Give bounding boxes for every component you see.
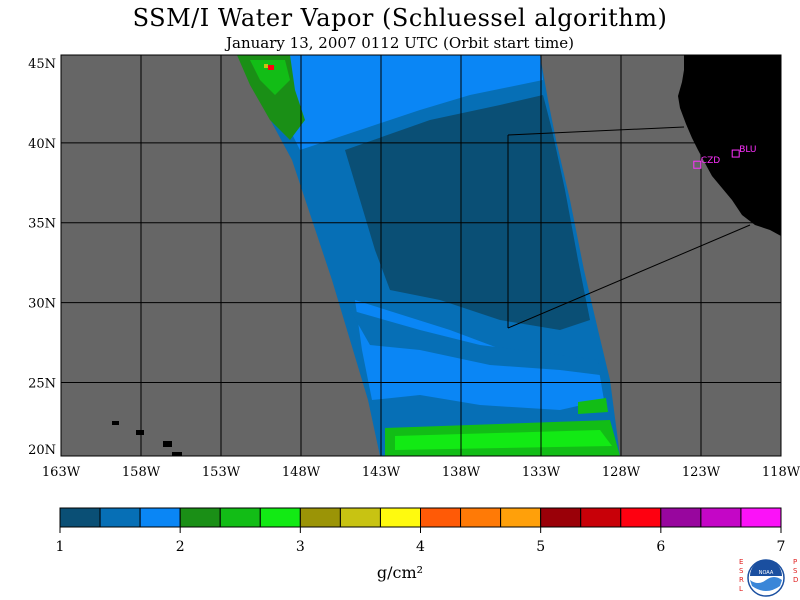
lon-tick-label: 118W (762, 465, 800, 480)
lon-tick-label: 133W (522, 465, 561, 480)
lat-tick-label: 20N (28, 443, 56, 458)
latitude-axis: 45N 40N 35N 30N 25N 20N (28, 57, 56, 458)
swath-red-spot (268, 65, 274, 70)
swath-bright-green-north (250, 60, 290, 95)
colorbar-swatch (660, 507, 702, 528)
longitude-axis: 163W 158W 153W 148W 143W 138W 133W 128W 123W 118W (42, 465, 800, 480)
swath-green-east (578, 398, 608, 414)
lon-tick-label: 158W (122, 465, 161, 480)
region-box (507, 126, 751, 329)
colorbar-tick-label: 7 (777, 539, 786, 555)
logo-wave (750, 577, 782, 591)
island (136, 430, 144, 435)
lat-tick-label: 35N (28, 217, 56, 232)
north-america-land (678, 55, 781, 236)
swath-yellow-spot (264, 64, 268, 68)
lon-tick-label: 123W (682, 465, 721, 480)
colorbar-swatch (740, 507, 782, 528)
colorbar-swatch (460, 507, 502, 528)
lat-tick-label: 25N (28, 377, 56, 392)
station-markers: CZD BLU (693, 145, 757, 169)
island (112, 421, 119, 425)
colorbar-swatch (59, 507, 101, 528)
island (172, 452, 182, 456)
lon-tick-label: 148W (282, 465, 321, 480)
colorbar-swatch (339, 507, 381, 528)
colorbar-swatch (620, 507, 662, 528)
lon-tick-label: 128W (602, 465, 641, 480)
lon-tick-label: 143W (362, 465, 401, 480)
colorbar-swatch (139, 507, 181, 528)
lon-tick-label: 153W (202, 465, 241, 480)
lon-tick-label: 138W (442, 465, 481, 480)
colorbar-tick-label: 4 (416, 539, 425, 555)
colorbar-swatch (379, 507, 422, 528)
chart-title: SSM/I Water Vapor (Schluessel algorithm) (132, 4, 668, 32)
station-marker (693, 160, 702, 169)
map-frame (60, 54, 782, 457)
colorbar-swatch (219, 507, 261, 528)
colorbar-swatch (179, 507, 221, 528)
station-label: CZD (701, 156, 720, 166)
grid-lines (61, 55, 781, 456)
swath-mid-band (350, 310, 600, 375)
lat-tick-label: 40N (28, 137, 56, 152)
station-marker (731, 149, 740, 158)
colorbar-unit: g/cm² (376, 563, 424, 582)
lon-tick-label: 163W (42, 465, 81, 480)
colorbar-swatch (99, 507, 141, 528)
logo-top-half (750, 560, 782, 576)
logo-center-text: NOAA (759, 570, 774, 576)
chart-subtitle: January 13, 2007 0112 UTC (Orbit start t… (226, 34, 574, 52)
colorbar (59, 507, 782, 528)
colorbar-tick-label: 5 (536, 539, 545, 555)
station-label: BLU (739, 145, 756, 155)
colorbar-swatch (540, 507, 582, 528)
lat-tick-label: 45N (28, 57, 56, 72)
swath-dark-core (345, 95, 590, 330)
island (163, 441, 172, 447)
colorbar-swatch (259, 507, 301, 528)
colorbar-ticks: 1 2 3 4 5 6 7 (56, 527, 786, 555)
colorbar-swatch (700, 507, 742, 528)
colorbar-swatch (299, 507, 341, 528)
colorbar-tick-label: 3 (296, 539, 305, 555)
colorbar-swatch (500, 507, 542, 528)
colorbar-tick-label: 6 (656, 539, 665, 555)
swath-bright-green-south (395, 430, 612, 450)
swath-light-blue-north (280, 55, 543, 150)
colorbar-tick-label: 1 (56, 539, 65, 555)
colorbar-swatch (420, 507, 462, 528)
colorbar-tick-label: 2 (176, 539, 185, 555)
colorbar-swatch (580, 507, 622, 528)
lat-tick-label: 30N (28, 297, 56, 312)
